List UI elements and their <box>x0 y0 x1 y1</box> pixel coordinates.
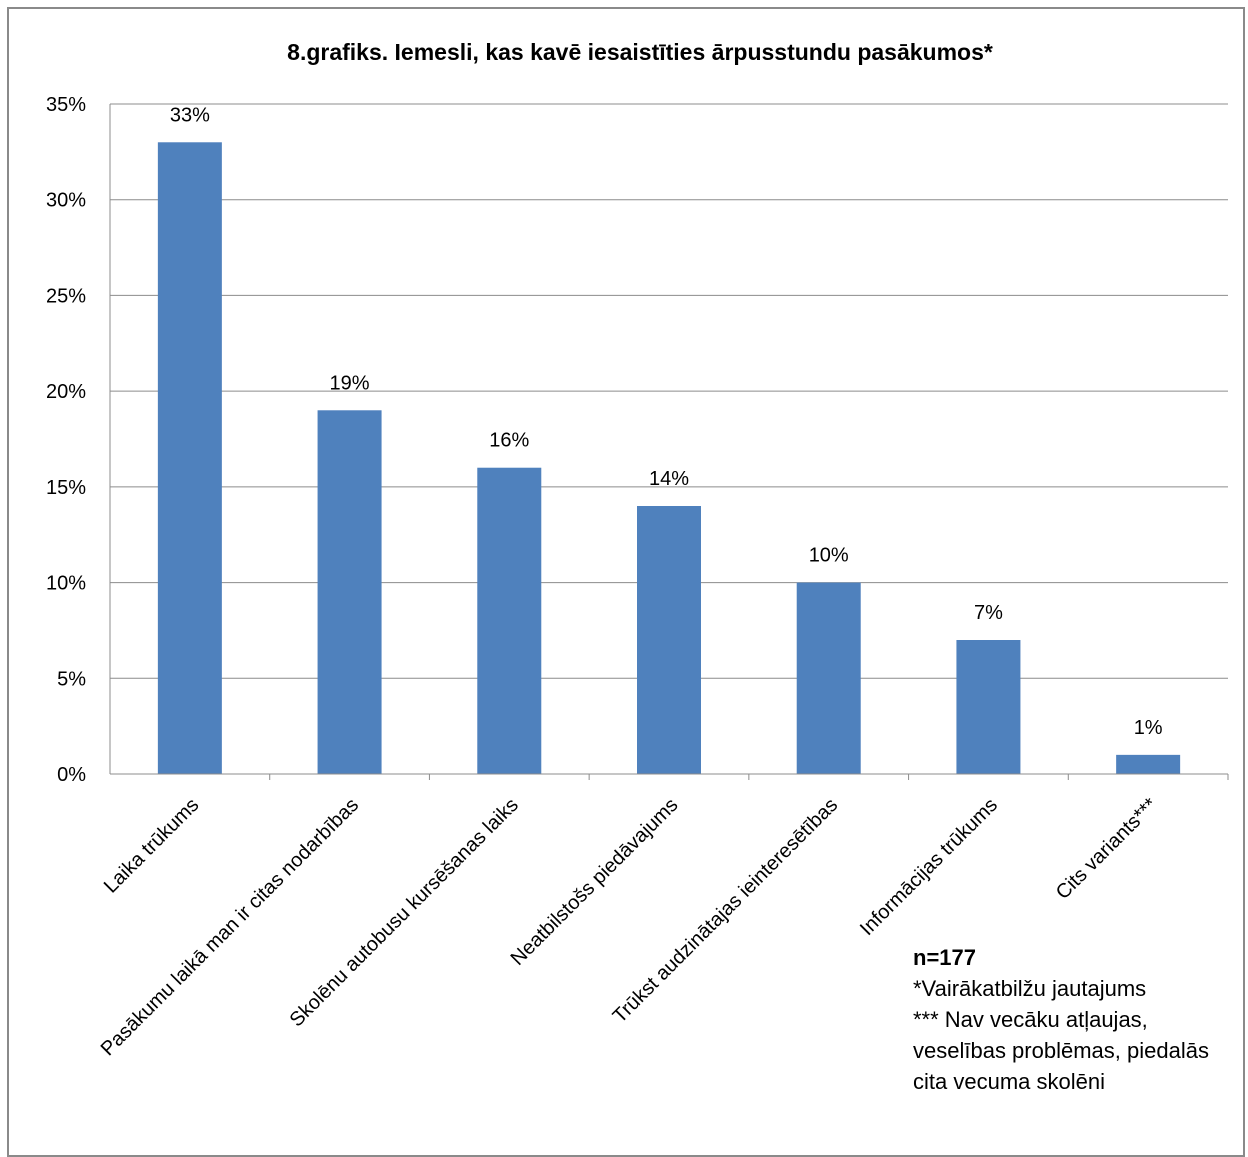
y-axis-ticks: 0% 5% 10% 15% 20% 25% 30% 35% <box>46 94 86 786</box>
category-label: Laika trūkums <box>100 794 204 898</box>
data-label: 14% <box>649 468 689 490</box>
category-label: Pasākumu laikā man ir citas nodarbības <box>97 794 363 1060</box>
sample-size: n=177 <box>913 945 976 970</box>
bar <box>477 467 542 774</box>
y-tick-label: 25% <box>46 285 86 307</box>
bar <box>1116 754 1181 774</box>
footnote-multiple-answers: *Vairākatbilžu jautajums <box>913 976 1147 1001</box>
bar <box>796 582 861 774</box>
y-tick-label: 35% <box>46 94 86 116</box>
x-axis <box>109 104 1229 780</box>
y-tick-label: 5% <box>57 668 86 690</box>
y-tick-label: 15% <box>46 477 86 499</box>
data-label: 7% <box>974 602 1003 624</box>
data-label: 33% <box>170 104 210 126</box>
data-label: 10% <box>809 545 849 567</box>
chart-title: 8.grafiks. Iemesli, kas kavē iesaistītie… <box>287 39 993 65</box>
bars <box>157 142 1181 775</box>
y-tick-label: 20% <box>46 381 86 403</box>
bar <box>157 142 222 775</box>
chart-notes: n=177 *Vairākatbilžu jautajums *** Nav v… <box>913 942 1243 1097</box>
y-tick-label: 30% <box>46 190 86 212</box>
y-tick-label: 0% <box>57 764 86 786</box>
bar <box>956 640 1021 774</box>
data-label: 16% <box>489 430 529 452</box>
category-label: Cits variants*** <box>1052 794 1162 904</box>
bar <box>637 506 701 774</box>
category-label: Informācijas trūkums <box>856 794 1002 940</box>
footnote-other-variants: *** Nav vecāku atļaujas, veselības probl… <box>913 1007 1209 1094</box>
category-label: Neatbilstošs piedāvajums <box>507 794 683 970</box>
data-label: 19% <box>330 372 370 394</box>
y-tick-label: 10% <box>46 573 86 595</box>
data-label: 1% <box>1134 717 1163 739</box>
data-labels: 33% 19% 16% 14% 10% 7% 1% <box>170 104 1163 739</box>
bar <box>317 410 382 774</box>
gridlines <box>110 103 1228 679</box>
